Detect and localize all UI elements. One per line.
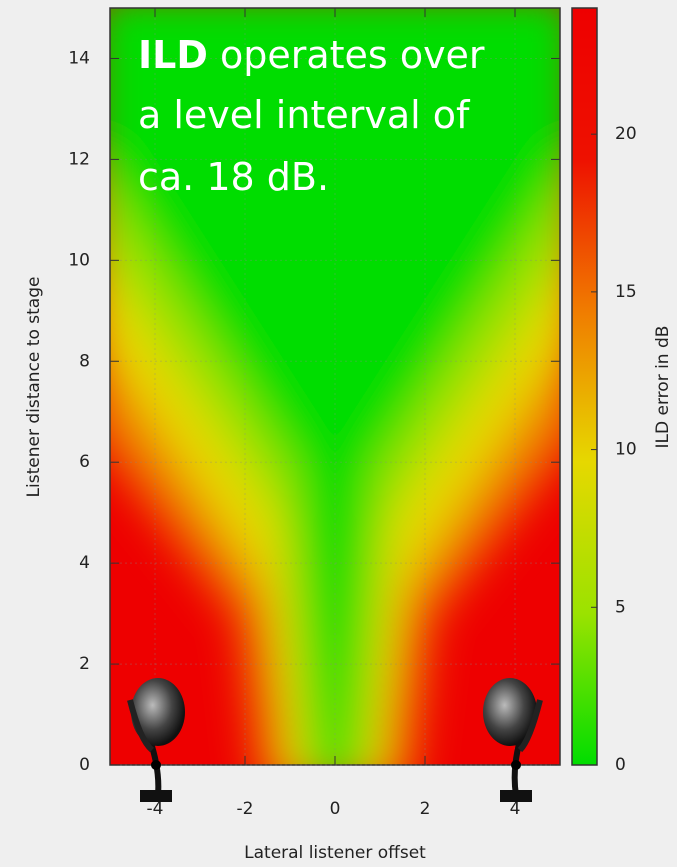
colorbar	[571, 7, 598, 766]
annotation-line: operates over	[220, 33, 485, 77]
colorbar-tick-label: 0	[615, 755, 626, 775]
y-tick-label: 8	[79, 351, 90, 371]
x-tick-label: 4	[510, 799, 521, 819]
colorbar-tick-label: 15	[615, 282, 637, 302]
colorbar-tick-label: 10	[615, 440, 637, 460]
colorbar-tick-label: 5	[615, 597, 626, 617]
annotation-line: ca. 18 dB.	[138, 155, 329, 199]
y-tick-label: 4	[79, 553, 90, 573]
y-tick-label: 0	[79, 755, 90, 775]
x-axis-label: Lateral listener offset	[244, 843, 426, 863]
colorbar-tick-label: 20	[615, 124, 637, 144]
annotation-line: a level interval of	[138, 93, 471, 137]
speaker-right	[483, 678, 543, 802]
annotation-bold: ILD	[138, 33, 208, 77]
y-tick-label: 10	[68, 250, 90, 270]
speaker-left	[127, 678, 185, 802]
y-tick-label: 14	[68, 48, 90, 68]
x-tick-label: -4	[147, 799, 164, 819]
x-tick-label: 2	[420, 799, 431, 819]
annotation: ILD operates over	[138, 33, 485, 77]
x-tick-label: -2	[237, 799, 254, 819]
y-tick-label: 12	[68, 149, 90, 169]
heatmap	[110, 8, 560, 765]
y-tick-label: 6	[79, 452, 90, 472]
y-tick-label: 2	[79, 654, 90, 674]
colorbar-label: ILD error in dB	[653, 326, 673, 449]
x-tick-label: 0	[330, 799, 341, 819]
y-axis-label: Listener distance to stage	[24, 277, 44, 498]
